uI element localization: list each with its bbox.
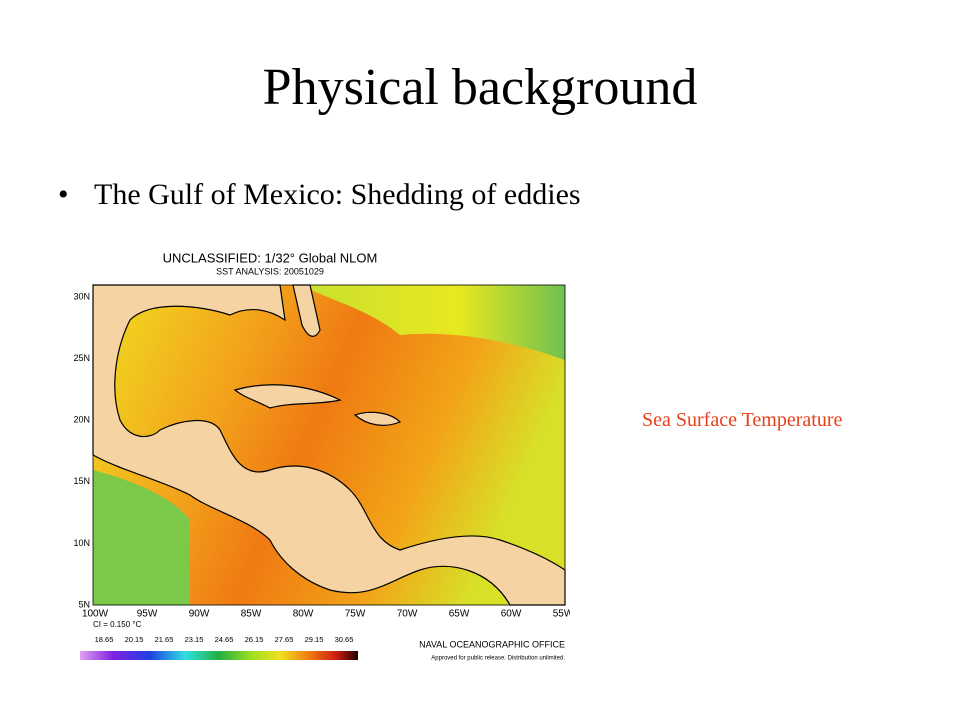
colorbar-label: 24.65 [215,635,234,644]
credit: NAVAL OCEANOGRAPHIC OFFICE [419,639,565,649]
plot-frame [92,284,566,606]
sea-north [300,285,565,360]
lon-label: 60W [501,609,522,620]
lon-label: 75W [345,609,366,620]
sea-pacific [93,470,190,605]
bullet-dot: • [58,178,69,211]
land [92,284,566,606]
contour-interval: CI = 0.150 °C [93,620,142,629]
lon-label: 80W [293,609,314,620]
colorbar-label: 23.15 [185,635,204,644]
caption: Sea Surface Temperature [642,409,843,431]
lon-label: 100W [82,609,109,620]
lon-label: 55W [553,609,570,620]
lon-label: 70W [397,609,418,620]
sst-map: UNCLASSIFIED: 1/32° Global NLOM SST ANAL… [73,250,570,662]
colorbar-label: 29.15 [305,635,324,644]
release-note: Approved for public release. Distributio… [431,656,565,662]
cuba [233,384,342,409]
colorbar-label: 30.65 [335,635,354,644]
hispaniola [353,411,402,426]
colorbar-label: 26.15 [245,635,264,644]
map-header: UNCLASSIFIED: 1/32° Global NLOM [163,250,378,265]
colorbar-label: 18.65 [95,635,114,644]
bullet: • The Gulf of Mexico: Shedding of eddies [58,178,581,212]
lon-label: 85W [241,609,262,620]
map-plot [92,284,566,606]
lat-label: 15N [73,476,90,486]
lat-label: 30N [73,291,90,301]
lon-label: 65W [449,609,470,620]
lat-label: 10N [73,538,90,548]
colorbar [80,651,358,660]
lat-label: 5N [78,599,90,609]
slide-title: Physical background [262,59,698,116]
bullet-text: The Gulf of Mexico: Shedding of eddies [94,178,581,211]
lat-label: 20N [73,415,90,425]
lon-label: 95W [137,609,158,620]
map-subheader: SST ANALYSIS: 20051029 [216,266,324,276]
lat-label: 25N [73,353,90,363]
colorbar-label: 20.15 [125,635,144,644]
colorbar-label: 27.65 [275,635,294,644]
florida [292,284,321,337]
colorbar-label: 21.65 [155,635,174,644]
lon-label: 90W [189,609,210,620]
